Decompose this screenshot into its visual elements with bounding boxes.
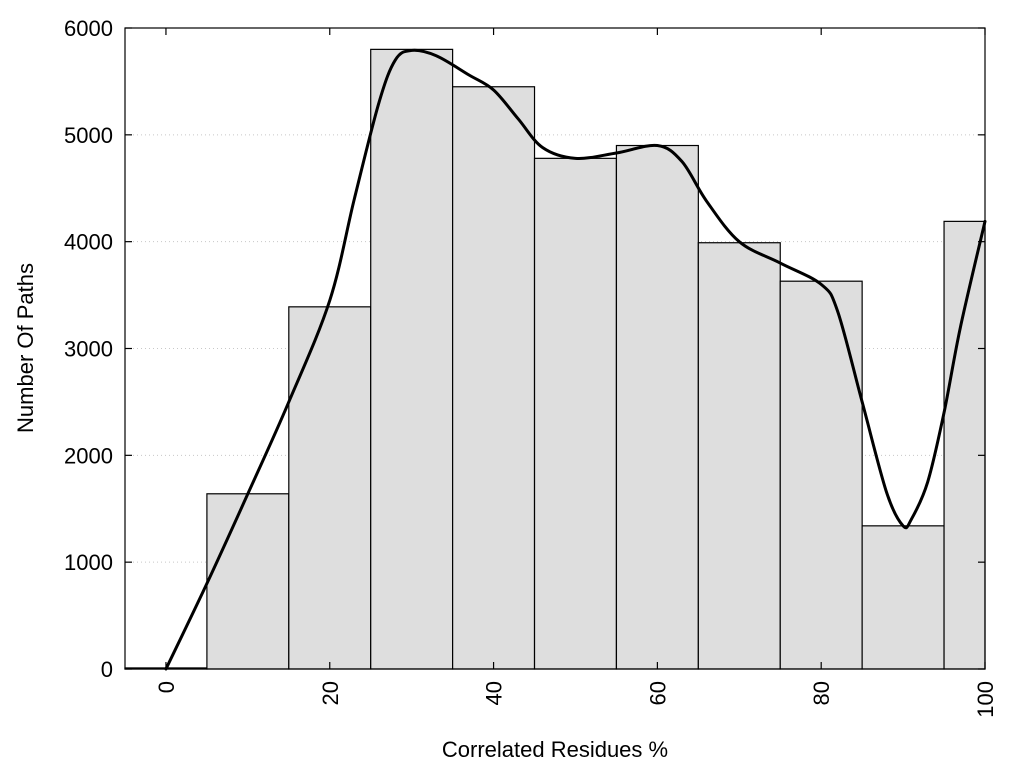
y-tick-label-0: 0 bbox=[101, 657, 113, 682]
x-axis-title: Correlated Residues % bbox=[442, 737, 668, 762]
histogram-bar-6 bbox=[615, 144, 699, 670]
x-tick-label-0: 0 bbox=[154, 681, 179, 693]
x-tick-label-100: 100 bbox=[973, 681, 998, 718]
x-tick-label-40: 40 bbox=[482, 681, 507, 705]
histogram-bar-10 bbox=[943, 220, 986, 670]
histogram-bar-2 bbox=[288, 306, 372, 670]
histogram-bar-4 bbox=[452, 86, 536, 670]
y-axis-ticks: 0 1000 2000 3000 4000 5000 6000 bbox=[64, 16, 985, 682]
x-tick-label-80: 80 bbox=[809, 681, 834, 705]
histogram-bar-3 bbox=[370, 48, 454, 670]
y-tick-label-3000: 3000 bbox=[64, 337, 113, 362]
y-tick-label-6000: 6000 bbox=[64, 16, 113, 41]
histogram-bar-7 bbox=[697, 242, 781, 670]
histogram-bars bbox=[124, 48, 986, 670]
x-axis-ticks: 0 20 40 60 80 100 bbox=[154, 28, 998, 718]
histogram-bar-9 bbox=[861, 525, 945, 670]
density-curve bbox=[164, 48, 987, 671]
histogram-bar-1 bbox=[206, 493, 290, 670]
y-tick-label-4000: 4000 bbox=[64, 230, 113, 255]
x-tick-label-60: 60 bbox=[645, 681, 670, 705]
y-tick-label-2000: 2000 bbox=[64, 443, 113, 468]
histogram-bar-5 bbox=[533, 157, 618, 670]
y-axis-title: Number Of Paths bbox=[13, 263, 38, 433]
y-tick-label-5000: 5000 bbox=[64, 123, 113, 148]
histogram-bar-8 bbox=[779, 280, 863, 670]
y-tick-label-1000: 1000 bbox=[64, 550, 113, 575]
x-tick-label-20: 20 bbox=[318, 681, 343, 705]
